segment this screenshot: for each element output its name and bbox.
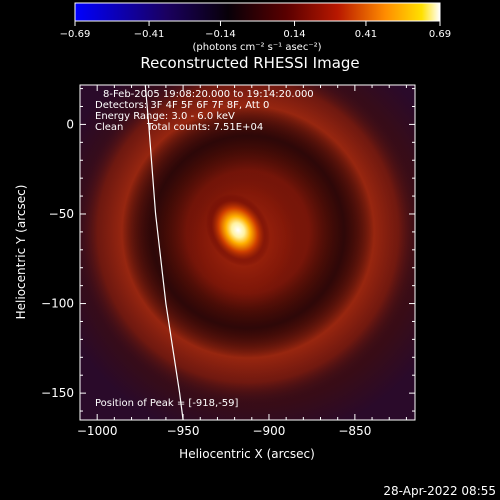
x-axis-ticks: −1000 −950 −900 −850 [77,85,407,438]
y-axis-ticks: 0 −50 −100 −150 [41,88,415,412]
annotation-time-range: 8-Feb-2005 19:08:20.000 to 19:14:20.000 [103,89,314,100]
plot-frame [79,84,416,421]
annotation-detectors: Detectors: 3F 4F 5F 6F 7F 8F, Att 0 [95,100,269,111]
colorbar-ticks: −0.69 −0.41 −0.14 0.14 0.41 0.69 [60,21,451,40]
annotation-total-counts: Total counts: 7.51E+04 [146,122,263,133]
colorbar-gradient [74,2,441,22]
y-tick-label: −50 [49,207,74,221]
x-tick-label: −850 [338,424,371,438]
heatmap-peak-source [205,193,271,267]
solar-limb-curve [144,85,184,420]
colorbar: −0.69 −0.41 −0.14 0.14 0.41 0.69 (photons cm⁻… [60,2,451,53]
footer-date: 28-Apr-2022 08:55 [383,484,496,498]
heatmap-image [80,85,415,420]
colorbar-tick-label: −0.41 [134,29,165,40]
annotation-energy-range: Energy Range: 3.0 - 6.0 keV [95,111,235,122]
y-tick-label: −150 [41,386,74,400]
colorbar-tick-label: 0.69 [429,29,451,40]
x-tick-label: −950 [167,424,200,438]
y-tick-label: −100 [41,297,74,311]
annotation-method: Clean [95,122,123,133]
colorbar-units: (photons cm⁻² s⁻¹ asec⁻²) [192,42,321,53]
y-axis-label: Heliocentric Y (arcsec) [14,185,28,320]
annotation-peak-position: Position of Peak = [-918,-59] [95,398,239,409]
colorbar-tick-label: −0.14 [205,29,236,40]
x-axis-label: Heliocentric X (arcsec) [179,447,315,461]
x-tick-label: −1000 [77,424,118,438]
x-tick-label: −900 [252,424,285,438]
colorbar-tick-label: −0.69 [60,29,91,40]
colorbar-tick-label: 0.14 [283,29,305,40]
chart-title: Reconstructed RHESSI Image [140,54,359,72]
info-annotations: 8-Feb-2005 19:08:20.000 to 19:14:20.000 … [95,89,314,409]
colorbar-tick-label: 0.41 [355,29,377,40]
y-tick-label: 0 [66,117,74,131]
